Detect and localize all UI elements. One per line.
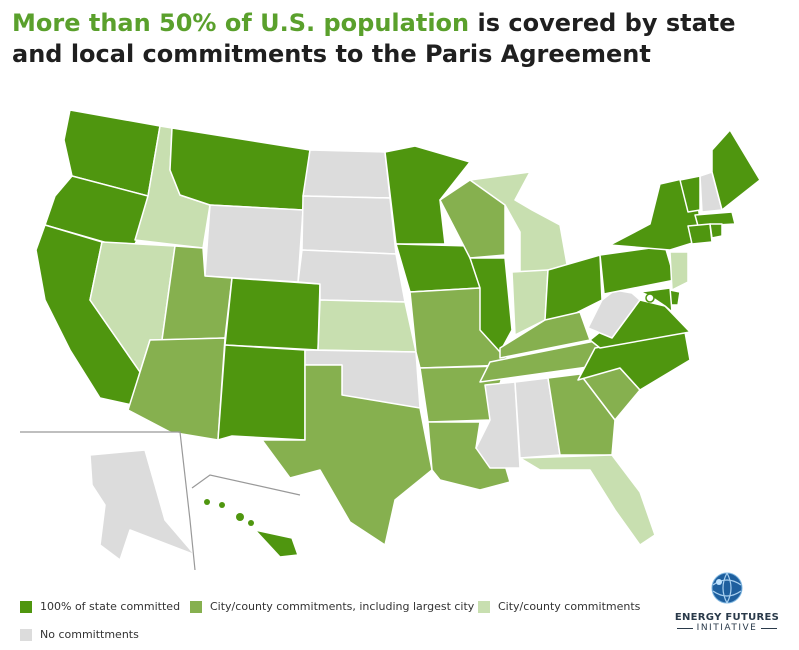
state-WV <box>587 289 641 339</box>
hawaii-inset-border <box>191 474 301 496</box>
inset-borders <box>20 431 301 570</box>
us-map <box>20 109 761 570</box>
title-highlight: More than 50% of U.S. population <box>12 9 470 37</box>
state-WY <box>204 204 304 283</box>
state-HI <box>204 499 210 505</box>
state-RI <box>709 223 723 239</box>
legend-item-full: 100% of state committed <box>20 600 180 613</box>
state-AK <box>89 449 196 561</box>
page-title: More than 50% of U.S. population is cove… <box>12 8 787 70</box>
state-ND <box>302 149 391 199</box>
dc-marker-dot <box>645 293 655 303</box>
legend-swatch <box>478 600 490 613</box>
state-OH <box>544 254 603 321</box>
state-MT <box>169 127 311 211</box>
state-CO <box>224 277 321 351</box>
state-CT <box>687 223 713 245</box>
legend-label: 100% of state committed <box>40 600 181 613</box>
logo-line-2-text: INITIATIVE <box>696 623 758 633</box>
state-NJ <box>669 251 689 291</box>
legend-label: No committments <box>40 628 139 641</box>
state-VT <box>679 175 701 213</box>
logo-line-1: ENERGY FUTURES <box>674 612 780 623</box>
title-rest: is covered by state and local commitment… <box>12 9 736 68</box>
legend-swatch <box>20 600 32 613</box>
legend-swatch <box>20 628 32 641</box>
legend-item-city: City/county commitments <box>478 600 640 613</box>
state-WI <box>439 179 506 259</box>
state-KY <box>499 311 591 359</box>
globe-icon <box>711 572 743 604</box>
legend-swatch <box>190 600 202 613</box>
legend-item-largest: City/county commitments, including large… <box>190 600 474 613</box>
legend-label: City/county commitments, including large… <box>210 600 475 613</box>
legend-label: City/county commitments <box>498 600 641 613</box>
state-HI <box>219 502 225 508</box>
state-LA <box>427 421 511 491</box>
state-MI <box>469 171 569 273</box>
state-PA <box>599 245 676 295</box>
state-HI <box>236 513 244 521</box>
logo-line-2: INITIATIVE <box>668 623 786 633</box>
state-HI <box>254 529 299 558</box>
state-HI <box>248 520 254 526</box>
state-KS <box>317 299 417 353</box>
energy-futures-logo: ENERGY FUTURES INITIATIVE <box>668 570 786 633</box>
state-ME <box>711 129 761 211</box>
alaska-inset-border <box>20 431 196 570</box>
state-NY <box>609 175 703 251</box>
state-MA <box>694 211 736 227</box>
state-NM <box>217 344 306 441</box>
legend-item-none: No committments <box>20 628 139 641</box>
state-GA <box>547 373 616 456</box>
state-FL <box>519 454 656 546</box>
state-SD <box>301 195 397 255</box>
state-TX <box>261 364 433 546</box>
dc-marker <box>645 293 655 303</box>
hawaii-small-islands <box>204 499 254 526</box>
